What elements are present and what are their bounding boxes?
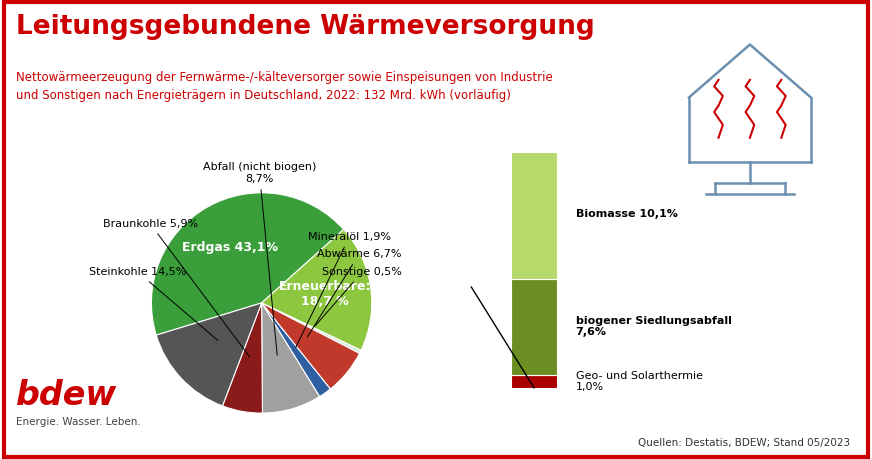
Wedge shape (152, 193, 344, 335)
Text: Abwärme 6,7%: Abwärme 6,7% (307, 250, 401, 337)
Bar (511, 152, 557, 279)
Text: biogener Siedlungsabfall
7,6%: biogener Siedlungsabfall 7,6% (576, 316, 732, 337)
Text: bdew: bdew (16, 379, 117, 412)
Text: Nettowärmeerzeugung der Fernwärme-/-kälteversorger sowie Einspeisungen von Indus: Nettowärmeerzeugung der Fernwärme-/-kält… (16, 71, 553, 102)
Wedge shape (262, 303, 359, 389)
Wedge shape (222, 303, 262, 413)
Text: Leitungsgebundene Wärmeversorgung: Leitungsgebundene Wärmeversorgung (16, 14, 595, 40)
Wedge shape (262, 303, 361, 353)
Text: Erneuerbare:
18,7 %: Erneuerbare: 18,7 % (278, 280, 371, 308)
Wedge shape (262, 230, 371, 350)
Text: Geo- und Solarthermie
1,0%: Geo- und Solarthermie 1,0% (576, 371, 703, 392)
Bar (511, 279, 557, 375)
Text: Steinkohle 14,5%: Steinkohle 14,5% (89, 267, 218, 340)
Text: Biomasse 10,1%: Biomasse 10,1% (576, 209, 678, 218)
Text: Braunkohle 5,9%: Braunkohle 5,9% (103, 218, 249, 357)
Bar (511, 375, 557, 388)
Wedge shape (262, 303, 330, 397)
Text: Abfall (nicht biogen)
8,7%: Abfall (nicht biogen) 8,7% (202, 162, 316, 355)
Text: Quellen: Destatis, BDEW; Stand 05/2023: Quellen: Destatis, BDEW; Stand 05/2023 (638, 437, 850, 448)
Text: Mineralöl 1,9%: Mineralöl 1,9% (296, 232, 391, 347)
Wedge shape (262, 303, 319, 413)
Wedge shape (156, 303, 262, 406)
Text: Energie. Wasser. Leben.: Energie. Wasser. Leben. (16, 417, 140, 427)
Text: Erdgas 43,1%: Erdgas 43,1% (182, 241, 278, 254)
Text: Sonstige 0,5%: Sonstige 0,5% (315, 267, 402, 326)
